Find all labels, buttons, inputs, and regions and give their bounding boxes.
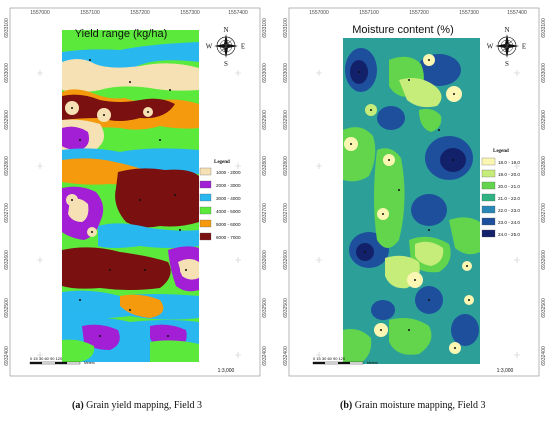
svg-text:18.0 - 19.0: 18.0 - 19.0	[498, 160, 520, 165]
y-tick-right: 6932700	[262, 203, 268, 223]
x-tick-top: 1557000	[309, 10, 329, 16]
svg-text:3000 - 4000: 3000 - 4000	[216, 196, 241, 201]
compass-rose-icon: N S E W	[206, 26, 245, 68]
caption-b: (b) Grain moisture mapping, Field 3	[340, 400, 486, 411]
x-tick-top: 1557100	[80, 10, 100, 16]
svg-text:23.0 - 24.0: 23.0 - 24.0	[498, 220, 520, 225]
grid-crosses	[316, 70, 520, 358]
x-tick-top: 1557300	[459, 10, 479, 16]
scale-bar: 0 15 30 60 90 120 Meters	[312, 356, 378, 365]
y-tick-right: 6932400	[262, 346, 268, 366]
x-tick-top: 1557300	[180, 10, 200, 16]
y-tick-left: 6932500	[283, 298, 289, 318]
y-tick-left: 6933000	[4, 63, 10, 83]
x-tick-top: 1557400	[228, 10, 248, 16]
svg-text:21.0 - 22.0: 21.0 - 22.0	[498, 196, 520, 201]
map-title: Yield range (kg/ha)	[75, 28, 168, 40]
y-tick-right: 6932700	[541, 203, 547, 223]
y-tick-left: 6933000	[283, 63, 289, 83]
svg-text:N: N	[504, 26, 509, 34]
x-tick-top: 1557200	[409, 10, 429, 16]
yield-raster	[62, 30, 199, 362]
y-tick-left: 6932900	[4, 110, 10, 130]
y-tick-right: 6933100	[541, 18, 547, 38]
svg-text:22.0 - 23.0: 22.0 - 23.0	[498, 208, 520, 213]
svg-text:Meters: Meters	[367, 361, 378, 365]
scale-ratio: 1:3,000	[218, 368, 235, 374]
svg-text:Meters: Meters	[84, 361, 95, 365]
svg-text:5000 - 6000: 5000 - 6000	[216, 222, 241, 227]
y-tick-right: 6932800	[541, 156, 547, 176]
svg-text:24.0 - 25.0: 24.0 - 25.0	[498, 232, 520, 237]
caption-label: (b)	[340, 400, 353, 411]
y-tick-left: 6932600	[4, 250, 10, 270]
svg-text:0 15 30 60 90: 0 15 30 60 90 120	[313, 356, 346, 361]
svg-text:Legend: Legend	[214, 160, 230, 165]
svg-text:E: E	[522, 43, 526, 51]
y-tick-left: 6932600	[283, 250, 289, 270]
svg-text:0 15 30 60 90: 0 15 30 60 90 120	[30, 356, 63, 361]
caption-text: Grain moisture mapping, Field 3	[352, 400, 486, 411]
y-tick-left: 6933100	[4, 18, 10, 38]
caption-label: (a)	[72, 400, 84, 411]
svg-text:E: E	[241, 43, 245, 51]
scale-ratio: 1:3,000	[497, 368, 514, 374]
caption-text: Grain yield mapping, Field 3	[83, 400, 202, 411]
moisture-raster	[343, 38, 480, 364]
y-tick-right: 6932500	[541, 298, 547, 318]
y-tick-right: 6932900	[262, 110, 268, 130]
svg-text:S: S	[505, 60, 509, 68]
legend: Legend 18.0 - 19.0 19.0 - 20.0 20.0 - 21…	[481, 149, 520, 238]
x-tick-top: 1557200	[130, 10, 150, 16]
svg-text:Legend: Legend	[493, 149, 509, 154]
svg-text:W: W	[206, 43, 213, 51]
svg-text:20.0 - 21.0: 20.0 - 21.0	[498, 184, 520, 189]
svg-text:W: W	[487, 43, 494, 51]
compass-rose-icon: N S E W	[487, 26, 526, 68]
scale-bar: 0 15 30 60 90 120 Meters	[29, 356, 95, 365]
x-tick-top: 1557000	[30, 10, 50, 16]
y-tick-left: 6932400	[283, 346, 289, 366]
y-tick-left: 6932400	[4, 346, 10, 366]
y-tick-right: 6932800	[262, 156, 268, 176]
svg-text:6000 - 7000: 6000 - 7000	[216, 235, 241, 240]
svg-text:2000 - 3000: 2000 - 3000	[216, 183, 241, 188]
y-tick-right: 6932400	[541, 346, 547, 366]
caption-a: (a) Grain yield mapping, Field 3	[72, 400, 202, 411]
y-tick-right: 6932900	[541, 110, 547, 130]
y-tick-left: 6932500	[4, 298, 10, 318]
x-tick-top: 1557400	[507, 10, 527, 16]
svg-text:4000 - 5000: 4000 - 5000	[216, 209, 241, 214]
grid-crosses	[37, 70, 241, 358]
y-tick-left: 6932700	[283, 203, 289, 223]
y-tick-left: 6933100	[283, 18, 289, 38]
x-tick-top: 1557100	[359, 10, 379, 16]
y-tick-right: 6933000	[262, 63, 268, 83]
svg-text:1000 - 2000: 1000 - 2000	[216, 170, 241, 175]
y-tick-right: 6932600	[262, 250, 268, 270]
svg-text:S: S	[224, 60, 228, 68]
legend: Legend 1000 - 2000 2000 - 3000 3000 - 40…	[199, 160, 241, 241]
y-tick-left: 6932900	[283, 110, 289, 130]
svg-text:19.0 - 20.0: 19.0 - 20.0	[498, 172, 520, 177]
y-tick-left: 6932800	[283, 156, 289, 176]
moisture-map-panel: 1557000 1557100 1557200 1557300 1557400 …	[279, 0, 549, 380]
y-tick-right: 6932600	[541, 250, 547, 270]
y-tick-right: 6933100	[262, 18, 268, 38]
map-title: Moisture content (%)	[352, 24, 453, 36]
y-tick-left: 6932700	[4, 203, 10, 223]
yield-map-panel: 1557000 1557100 1557200 1557300 1557400 …	[0, 0, 270, 380]
y-tick-right: 6932500	[262, 298, 268, 318]
y-tick-left: 6932800	[4, 156, 10, 176]
svg-text:N: N	[223, 26, 228, 34]
y-tick-right: 6933000	[541, 63, 547, 83]
